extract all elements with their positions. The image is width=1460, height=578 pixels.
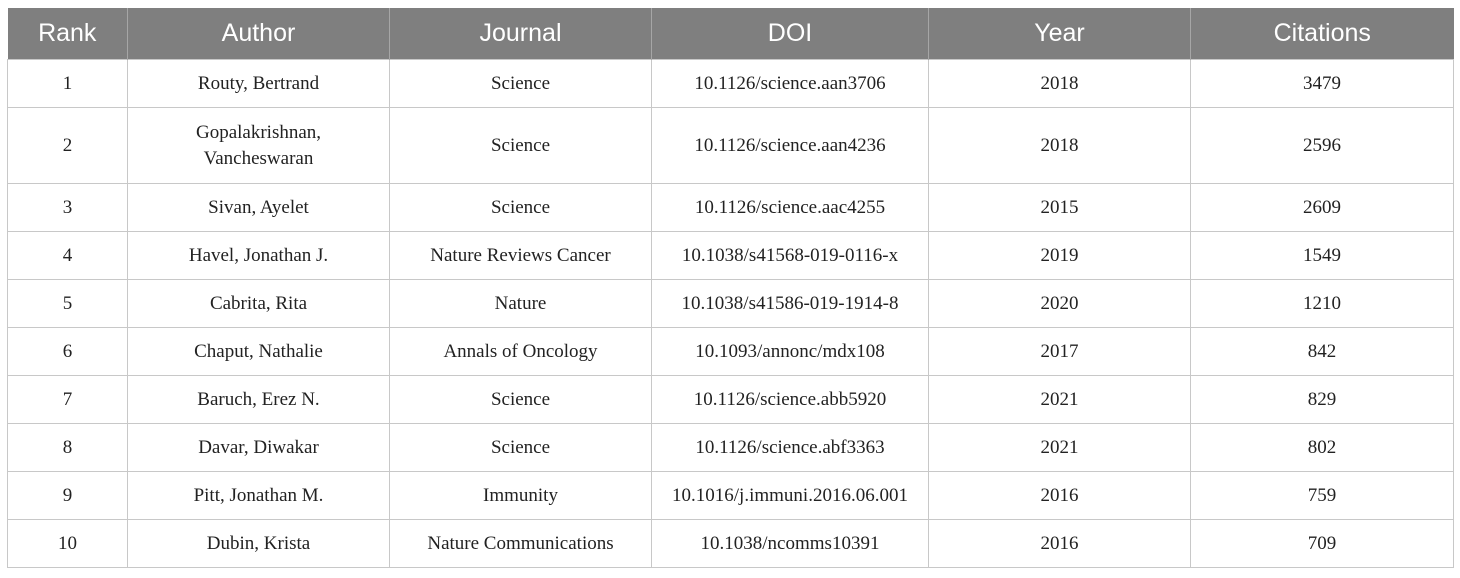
table-row: 5 Cabrita, Rita Nature 10.1038/s41586-01…: [7, 279, 1454, 328]
cell-author: Dubin, Krista: [127, 519, 390, 568]
cell-doi: 10.1126/science.aan3706: [651, 59, 929, 108]
cell-year: 2016: [928, 471, 1191, 520]
cell-author: Havel, Jonathan J.: [127, 231, 390, 280]
cell-rank: 8: [7, 423, 128, 472]
cell-rank: 6: [7, 327, 128, 376]
cell-author: Gopalakrishnan, Vancheswaran: [127, 107, 390, 184]
cell-rank: 3: [7, 183, 128, 232]
cell-citations: 1549: [1190, 231, 1454, 280]
cell-citations: 709: [1190, 519, 1454, 568]
header-journal: Journal: [389, 8, 652, 60]
cell-author: Cabrita, Rita: [127, 279, 390, 328]
header-rank: Rank: [7, 8, 128, 60]
table-header: Rank Author Journal DOI Year Citations: [7, 8, 1454, 60]
cell-year: 2019: [928, 231, 1191, 280]
cell-doi: 10.1126/science.abf3363: [651, 423, 929, 472]
cell-journal: Science: [389, 107, 652, 184]
cell-rank: 9: [7, 471, 128, 520]
cell-journal: Annals of Oncology: [389, 327, 652, 376]
cell-journal: Immunity: [389, 471, 652, 520]
cell-rank: 4: [7, 231, 128, 280]
table-row: 2 Gopalakrishnan, Vancheswaran Science 1…: [7, 107, 1454, 184]
cell-author: Baruch, Erez N.: [127, 375, 390, 424]
cell-citations: 759: [1190, 471, 1454, 520]
cell-doi: 10.1093/annonc/mdx108: [651, 327, 929, 376]
table-row: 6 Chaput, Nathalie Annals of Oncology 10…: [7, 327, 1454, 376]
cell-journal: Science: [389, 183, 652, 232]
cell-year: 2016: [928, 519, 1191, 568]
cell-year: 2018: [928, 107, 1191, 184]
cell-doi: 10.1126/science.aac4255: [651, 183, 929, 232]
cell-year: 2017: [928, 327, 1191, 376]
cell-citations: 2609: [1190, 183, 1454, 232]
cell-doi: 10.1126/science.abb5920: [651, 375, 929, 424]
table-row: 10 Dubin, Krista Nature Communications 1…: [7, 519, 1454, 568]
citations-table-container: Rank Author Journal DOI Year Citations 1…: [7, 8, 1454, 568]
cell-rank: 2: [7, 107, 128, 184]
cell-citations: 829: [1190, 375, 1454, 424]
cell-journal: Science: [389, 423, 652, 472]
table-row: 8 Davar, Diwakar Science 10.1126/science…: [7, 423, 1454, 472]
cell-author: Routy, Bertrand: [127, 59, 390, 108]
cell-citations: 842: [1190, 327, 1454, 376]
cell-year: 2018: [928, 59, 1191, 108]
cell-journal: Science: [389, 375, 652, 424]
cell-doi: 10.1038/s41568-019-0116-x: [651, 231, 929, 280]
cell-year: 2020: [928, 279, 1191, 328]
table-row: 9 Pitt, Jonathan M. Immunity 10.1016/j.i…: [7, 471, 1454, 520]
cell-doi: 10.1038/ncomms10391: [651, 519, 929, 568]
cell-rank: 5: [7, 279, 128, 328]
header-year: Year: [928, 8, 1191, 60]
author-line: Vancheswaran: [203, 147, 314, 169]
cell-doi: 10.1126/science.aan4236: [651, 107, 929, 184]
header-citations: Citations: [1190, 8, 1454, 60]
cell-doi: 10.1016/j.immuni.2016.06.001: [651, 471, 929, 520]
cell-year: 2021: [928, 375, 1191, 424]
cell-citations: 802: [1190, 423, 1454, 472]
table-row: 4 Havel, Jonathan J. Nature Reviews Canc…: [7, 231, 1454, 280]
cell-author: Davar, Diwakar: [127, 423, 390, 472]
header-author: Author: [127, 8, 390, 60]
author-line: Gopalakrishnan,: [195, 121, 322, 143]
table-row: 1 Routy, Bertrand Science 10.1126/scienc…: [7, 59, 1454, 108]
cell-author: Sivan, Ayelet: [127, 183, 390, 232]
citations-table: Rank Author Journal DOI Year Citations 1…: [7, 8, 1454, 568]
cell-citations: 3479: [1190, 59, 1454, 108]
cell-doi: 10.1038/s41586-019-1914-8: [651, 279, 929, 328]
cell-author: Pitt, Jonathan M.: [127, 471, 390, 520]
cell-citations: 1210: [1190, 279, 1454, 328]
table-row: 3 Sivan, Ayelet Science 10.1126/science.…: [7, 183, 1454, 232]
cell-journal: Nature: [389, 279, 652, 328]
cell-rank: 10: [7, 519, 128, 568]
header-row: Rank Author Journal DOI Year Citations: [7, 8, 1454, 60]
header-doi: DOI: [651, 8, 929, 60]
cell-author: Chaput, Nathalie: [127, 327, 390, 376]
cell-journal: Science: [389, 59, 652, 108]
cell-journal: Nature Communications: [389, 519, 652, 568]
table-row: 7 Baruch, Erez N. Science 10.1126/scienc…: [7, 375, 1454, 424]
cell-rank: 7: [7, 375, 128, 424]
cell-year: 2015: [928, 183, 1191, 232]
table-body: 1 Routy, Bertrand Science 10.1126/scienc…: [7, 59, 1454, 568]
cell-rank: 1: [7, 59, 128, 108]
cell-year: 2021: [928, 423, 1191, 472]
cell-journal: Nature Reviews Cancer: [389, 231, 652, 280]
cell-citations: 2596: [1190, 107, 1454, 184]
